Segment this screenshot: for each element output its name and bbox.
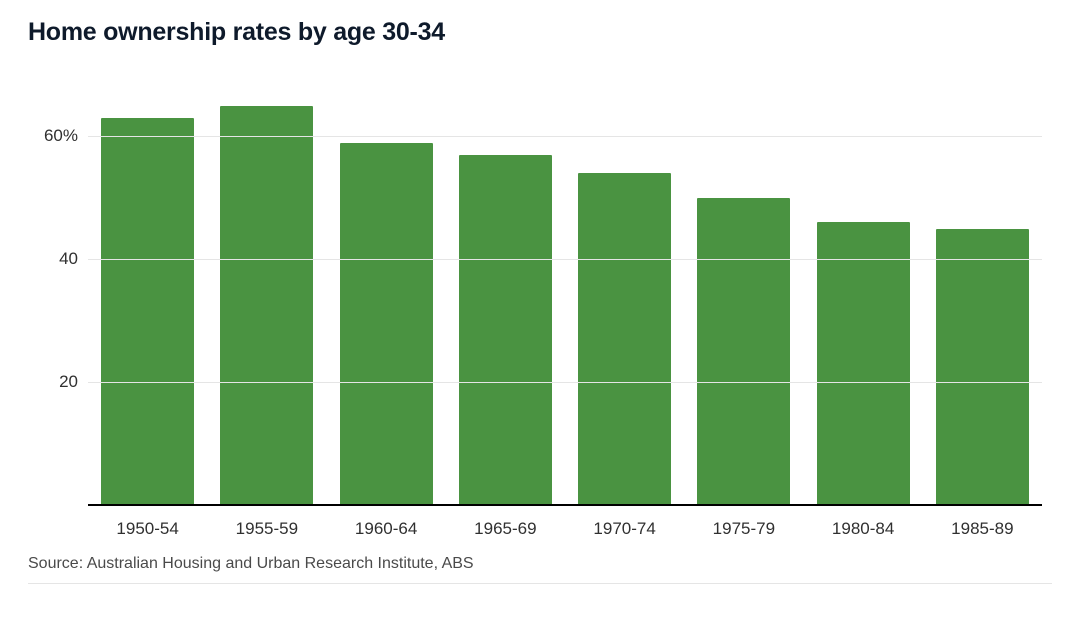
bar <box>340 143 433 505</box>
bar-slot <box>446 75 565 505</box>
x-tick-label: 1965-69 <box>446 519 565 539</box>
bar-slot <box>327 75 446 505</box>
gridline <box>88 259 1042 260</box>
x-tick-label: 1980-84 <box>804 519 923 539</box>
chart-area: 20 40 60% <box>28 75 1052 505</box>
y-tick-label: 20 <box>28 372 78 392</box>
x-tick-label: 1950-54 <box>88 519 207 539</box>
chart-title: Home ownership rates by age 30-34 <box>28 18 1052 47</box>
bar <box>578 173 671 505</box>
bar <box>220 106 313 505</box>
y-tick-label: 40 <box>28 249 78 269</box>
x-tick-label: 1975-79 <box>684 519 803 539</box>
bar-slot <box>804 75 923 505</box>
bar-slot <box>565 75 684 505</box>
gridline <box>88 136 1042 137</box>
footer-rule <box>28 583 1052 584</box>
bar-slot <box>207 75 326 505</box>
gridline <box>88 382 1042 383</box>
x-tick-label: 1970-74 <box>565 519 684 539</box>
x-axis-line <box>88 504 1042 506</box>
bar <box>697 198 790 505</box>
x-tick-label: 1985-89 <box>923 519 1042 539</box>
bar <box>101 118 194 505</box>
bars-group <box>88 75 1042 505</box>
bar-slot <box>684 75 803 505</box>
plot-region <box>88 75 1042 505</box>
bar-slot <box>923 75 1042 505</box>
bar <box>817 222 910 505</box>
x-axis-labels: 1950-541955-591960-641965-691970-741975-… <box>88 519 1042 539</box>
source-attribution: Source: Australian Housing and Urban Res… <box>28 555 474 573</box>
bar-slot <box>88 75 207 505</box>
x-tick-label: 1955-59 <box>207 519 326 539</box>
bar <box>936 229 1029 505</box>
y-tick-label: 60% <box>28 126 78 146</box>
x-tick-label: 1960-64 <box>327 519 446 539</box>
bar <box>459 155 552 505</box>
